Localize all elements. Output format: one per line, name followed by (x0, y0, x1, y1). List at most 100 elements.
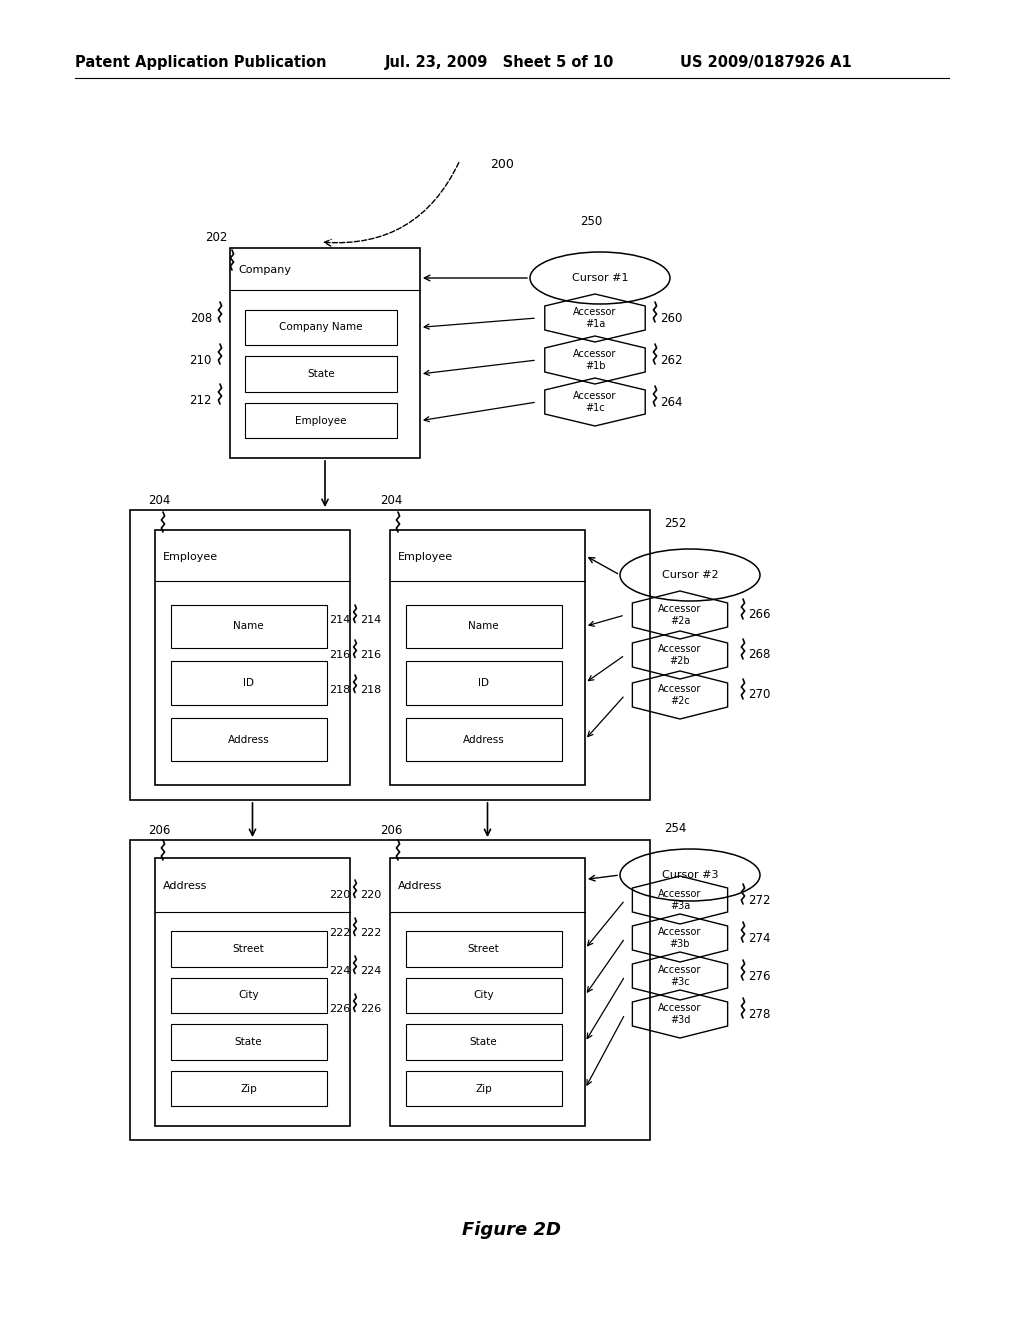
Text: 216: 216 (329, 649, 350, 660)
Text: Address: Address (163, 880, 208, 891)
Text: 224: 224 (329, 966, 350, 975)
Bar (155, 858, 350, 1126)
Text: Cursor #3: Cursor #3 (662, 870, 718, 880)
Text: 220: 220 (329, 890, 350, 900)
Bar (171, 661, 327, 705)
Text: 274: 274 (748, 932, 770, 945)
Bar (390, 858, 585, 1126)
Text: 214: 214 (329, 615, 350, 624)
Bar (406, 1071, 561, 1106)
Bar (171, 718, 327, 762)
Text: 278: 278 (748, 1007, 770, 1020)
Text: Accessor
#3a: Accessor #3a (658, 890, 701, 911)
Bar (406, 1024, 561, 1060)
Bar (171, 1024, 327, 1060)
Text: ID: ID (243, 678, 254, 688)
Text: 270: 270 (748, 689, 770, 701)
Text: 266: 266 (748, 609, 770, 622)
Text: Zip: Zip (241, 1084, 257, 1094)
Text: State: State (307, 370, 335, 379)
Bar (171, 931, 327, 966)
Text: 254: 254 (664, 822, 686, 836)
Text: Address: Address (463, 735, 505, 744)
Text: Company: Company (238, 265, 291, 275)
Text: Accessor
#3c: Accessor #3c (658, 965, 701, 987)
Text: 200: 200 (490, 158, 514, 172)
Text: 206: 206 (380, 824, 402, 837)
Text: Employee: Employee (398, 552, 454, 561)
Bar (406, 931, 561, 966)
Text: US 2009/0187926 A1: US 2009/0187926 A1 (680, 54, 852, 70)
Text: Street: Street (468, 944, 500, 954)
Text: Accessor
#2b: Accessor #2b (658, 644, 701, 665)
Bar (155, 531, 350, 785)
Bar (390, 531, 585, 785)
Text: 250: 250 (580, 215, 602, 228)
Text: Figure 2D: Figure 2D (463, 1221, 561, 1239)
Text: 218: 218 (360, 685, 381, 696)
Text: Name: Name (233, 622, 264, 631)
Bar (406, 718, 561, 762)
Text: Zip: Zip (475, 1084, 492, 1094)
Bar (406, 661, 561, 705)
Bar (171, 1071, 327, 1106)
Text: 216: 216 (360, 649, 381, 660)
Text: 214: 214 (360, 615, 381, 624)
Text: Cursor #1: Cursor #1 (571, 273, 629, 282)
Text: Street: Street (232, 944, 264, 954)
Text: 204: 204 (148, 494, 170, 507)
Bar (171, 978, 327, 1014)
Bar (245, 403, 397, 438)
Text: Cursor #2: Cursor #2 (662, 570, 718, 579)
Bar (406, 978, 561, 1014)
Text: 210: 210 (189, 354, 212, 367)
Text: Employee: Employee (296, 416, 347, 425)
Text: Accessor
#1b: Accessor #1b (573, 350, 616, 371)
Text: Patent Application Publication: Patent Application Publication (75, 54, 327, 70)
Text: 226: 226 (329, 1005, 350, 1014)
Text: 264: 264 (660, 396, 683, 408)
Text: 226: 226 (360, 1005, 381, 1014)
Text: Jul. 23, 2009   Sheet 5 of 10: Jul. 23, 2009 Sheet 5 of 10 (385, 54, 614, 70)
Text: Accessor
#3b: Accessor #3b (658, 927, 701, 949)
Bar (245, 310, 397, 345)
Text: 212: 212 (189, 393, 212, 407)
Text: 218: 218 (329, 685, 350, 696)
Text: 206: 206 (148, 824, 170, 837)
Bar (130, 840, 650, 1140)
Text: 268: 268 (748, 648, 770, 661)
Text: Company Name: Company Name (280, 322, 362, 333)
Text: 272: 272 (748, 894, 770, 907)
Text: Accessor
#1c: Accessor #1c (573, 391, 616, 413)
Text: 208: 208 (189, 312, 212, 325)
Bar (230, 248, 420, 458)
Text: 260: 260 (660, 312, 682, 325)
Text: State: State (470, 1038, 498, 1047)
FancyArrowPatch shape (325, 162, 459, 246)
Text: City: City (473, 990, 494, 1001)
Text: Address: Address (398, 880, 442, 891)
Text: 224: 224 (360, 966, 381, 975)
Text: Accessor
#3d: Accessor #3d (658, 1003, 701, 1024)
Text: 276: 276 (748, 969, 770, 982)
Text: Accessor
#2a: Accessor #2a (658, 605, 701, 626)
Bar (406, 605, 561, 648)
Text: 204: 204 (380, 494, 402, 507)
Text: 222: 222 (329, 928, 350, 939)
Text: 222: 222 (360, 928, 381, 939)
Text: City: City (239, 990, 259, 1001)
Bar (171, 605, 327, 648)
Text: State: State (234, 1038, 262, 1047)
Text: 202: 202 (206, 231, 228, 244)
Text: 252: 252 (664, 517, 686, 531)
Bar (245, 356, 397, 392)
Text: Name: Name (468, 622, 499, 631)
Text: Accessor
#2c: Accessor #2c (658, 684, 701, 706)
Text: 220: 220 (360, 890, 381, 900)
Text: 262: 262 (660, 354, 683, 367)
Text: Employee: Employee (163, 552, 218, 561)
Text: ID: ID (478, 678, 489, 688)
Text: Accessor
#1a: Accessor #1a (573, 308, 616, 329)
Text: Address: Address (227, 735, 269, 744)
Bar (130, 510, 650, 800)
